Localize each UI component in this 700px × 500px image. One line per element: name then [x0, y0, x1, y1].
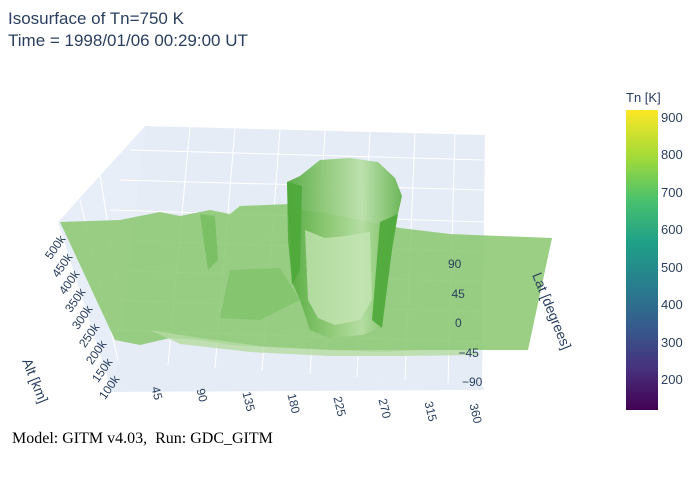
colorbar-tick-label: 700 [661, 184, 683, 200]
colorbar [626, 110, 658, 410]
isosurface-tower-right-wall [372, 214, 398, 328]
isosurface-mid-fold [220, 268, 300, 320]
title-line-1: Isosurface of Tn=750 K [8, 9, 184, 28]
model-info: Model: GITM v4.03, Run: GDC_GITM [12, 430, 273, 447]
colorbar-tick-label: 600 [661, 222, 683, 237]
y-tick-label: 90 [448, 257, 462, 271]
colorbar-tick-label: 300 [661, 334, 683, 350]
isosurface-tower-inner [305, 230, 372, 325]
colorbar-tick-label: 200 [661, 372, 683, 387]
colorbar-title: Tn [K] [626, 90, 661, 105]
title-line-2: Time = 1998/01/06 00:29:00 UT [8, 31, 248, 50]
floor-plane [112, 360, 484, 392]
isosurface-left-fold [200, 214, 218, 270]
colorbar-tick-label: 500 [661, 259, 683, 275]
isosurface-tower-left-wall [287, 182, 302, 285]
chart-title: Isosurface of Tn=750 K Time = 1998/01/06… [8, 8, 248, 52]
colorbar-tick-label: 900 [661, 109, 683, 125]
colorbar-tick-label: 800 [661, 147, 683, 162]
colorbar-tick-label: 400 [661, 297, 683, 312]
x-tick-label: 45 [147, 384, 165, 401]
y-tick-label: −90 [462, 375, 483, 389]
isosurface-front-edge [150, 330, 480, 356]
y-tick-label: 45 [451, 286, 465, 301]
y-tick-label: 0 [455, 316, 462, 330]
y-tick-label: −45 [458, 345, 479, 360]
